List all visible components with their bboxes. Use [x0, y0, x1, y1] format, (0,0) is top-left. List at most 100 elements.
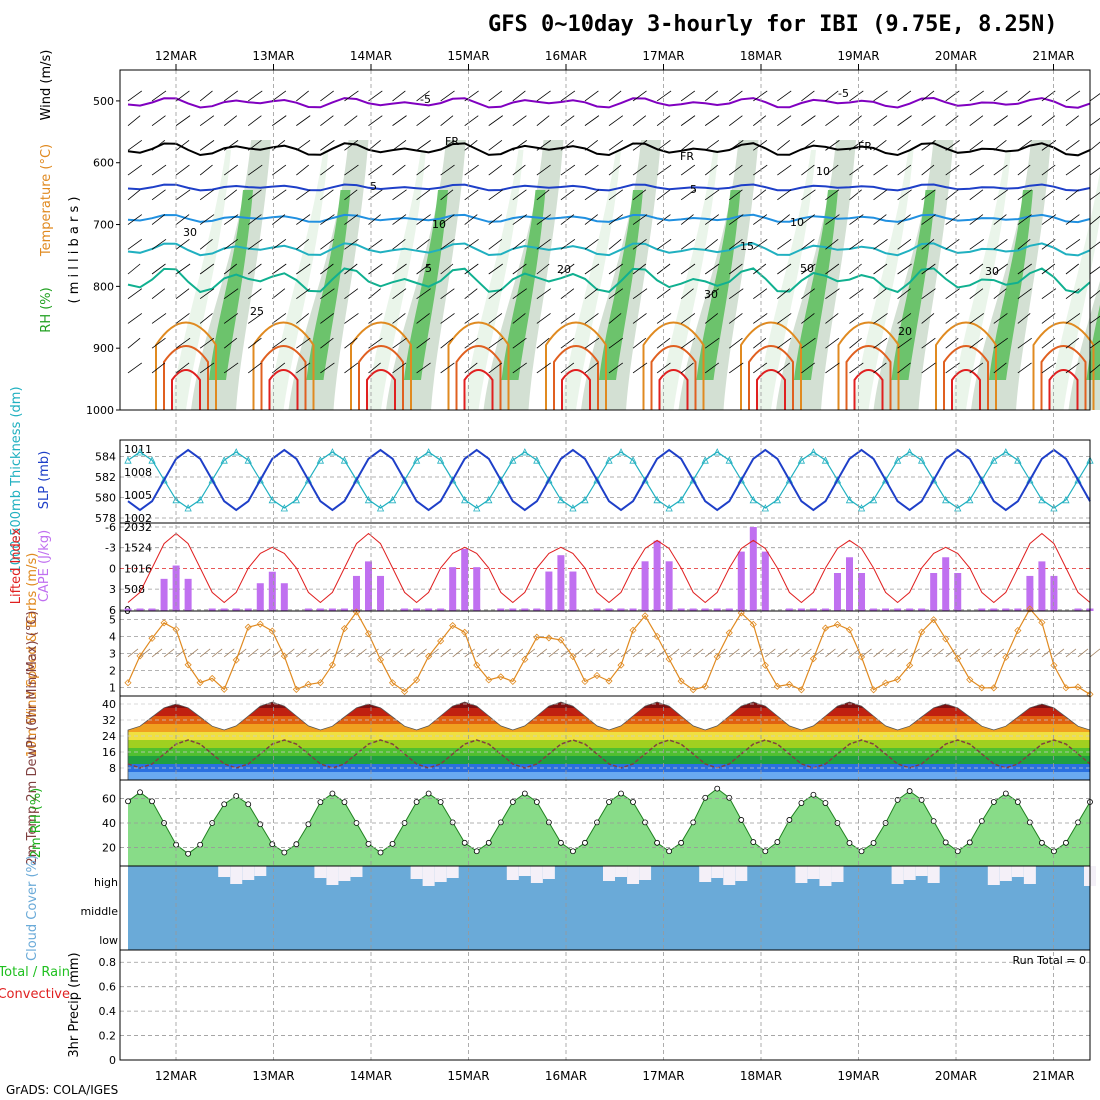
cloud-high-gap: [1011, 866, 1024, 877]
wind-barb: [801, 90, 815, 102]
wind-barb: [608, 90, 622, 102]
wind-barb-surface: [861, 648, 872, 658]
wind-barb: [536, 115, 550, 126]
ytick-label-li: 3: [109, 583, 116, 596]
wind-barb: [777, 288, 790, 300]
rh-point: [582, 839, 588, 846]
wind-barb: [897, 189, 912, 201]
wind-barb: [656, 140, 671, 151]
cloud-high-gap: [819, 866, 832, 886]
wind-barb: [296, 164, 309, 176]
wind-barb-surface: [632, 648, 644, 658]
wind-barb: [704, 140, 720, 151]
wind-barb: [1089, 241, 1100, 250]
rh-point: [858, 848, 865, 855]
wind-barb: [777, 263, 792, 275]
cloud-high-gap: [410, 866, 423, 879]
isotherm-minus5: [127, 96, 1091, 109]
wind-barb: [777, 189, 792, 201]
wind-barb: [873, 362, 887, 374]
rh-point: [521, 790, 528, 797]
wind-barb: [464, 189, 479, 201]
cape-bar: [785, 608, 793, 611]
wind-barb-surface: [608, 648, 620, 658]
wind-barb: [1017, 214, 1032, 225]
wind-barb: [584, 288, 598, 300]
wind-barb: [825, 263, 840, 275]
wind-barb: [921, 362, 936, 374]
wind-barbs: [127, 90, 1100, 374]
wind-barb: [897, 362, 911, 374]
wind-barb: [199, 313, 213, 324]
thickness-point: [665, 504, 673, 512]
cape-bar: [942, 557, 950, 611]
thickness-point: [1014, 456, 1022, 464]
thickness-point: [473, 504, 481, 512]
wind-barb: [127, 288, 143, 300]
wind-barb: [680, 214, 694, 225]
wind-barb: [248, 214, 262, 225]
wind-barb: [272, 214, 286, 225]
rh-band-wet: [209, 190, 253, 380]
cape-bar: [232, 608, 240, 611]
rh-point: [413, 799, 420, 805]
thickness-point: [148, 456, 156, 464]
wind-barb: [248, 313, 263, 324]
wind-barb: [392, 362, 407, 374]
temperature-band: [128, 708, 1090, 716]
wind-barb: [608, 263, 624, 275]
ylabel-slp: SLP (mb): [37, 451, 52, 510]
wind-barb: [1017, 263, 1032, 275]
wind-barb: [632, 164, 647, 176]
wind-speed-point: [316, 679, 324, 687]
wind-barb-surface: [452, 648, 463, 658]
rh-band-wet: [794, 190, 838, 380]
wind-barb: [969, 313, 984, 324]
wind-barb: [1089, 141, 1100, 151]
wind-barb: [320, 214, 335, 225]
cloud-high-gap: [422, 866, 435, 886]
wind-barb: [1065, 164, 1081, 176]
date-label-top: 16MAR: [545, 49, 587, 63]
wind-barb: [1089, 215, 1100, 225]
wind-barb: [344, 362, 359, 374]
wind-barb: [464, 164, 479, 176]
wind-barb: [344, 115, 358, 126]
wind-barb: [175, 90, 190, 102]
wind-barb: [873, 140, 887, 151]
thickness-point: [461, 495, 469, 504]
wind-speed-point: [388, 679, 397, 687]
wind-barb: [608, 189, 624, 201]
wind-barb: [801, 337, 816, 349]
thickness-point: [809, 448, 818, 456]
thickness-point: [905, 448, 914, 456]
wind-barb: [416, 313, 430, 324]
thickness-point: [833, 476, 842, 484]
wind-barb-surface: [777, 648, 788, 658]
contour-label: 5: [690, 183, 697, 196]
wind-barb-surface: [476, 648, 487, 658]
wind-barb: [1065, 313, 1081, 324]
cape-bar: [413, 608, 421, 611]
wind-barb: [993, 140, 1007, 151]
wind-barb: [440, 164, 455, 176]
rh-point: [197, 841, 204, 848]
cape-bar: [761, 551, 769, 611]
wind-barb: [1041, 214, 1057, 225]
wind-barb: [416, 214, 431, 225]
wind-barb: [368, 90, 383, 102]
wind-barb: [993, 263, 1008, 275]
wind-barb: [127, 90, 143, 102]
cape-bar: [593, 608, 601, 611]
wind-barb: [729, 362, 744, 374]
wind-barb-surface: [704, 648, 716, 658]
date-label-top: 19MAR: [837, 49, 879, 63]
wind-barb: [296, 263, 311, 275]
rh-point: [1075, 819, 1081, 826]
wind-barb: [416, 238, 430, 250]
wind-barb: [608, 140, 624, 151]
wind-barb: [272, 263, 287, 275]
wind-barb: [897, 115, 912, 126]
cape-bars: [124, 527, 1094, 611]
wind-barb: [1041, 263, 1056, 275]
